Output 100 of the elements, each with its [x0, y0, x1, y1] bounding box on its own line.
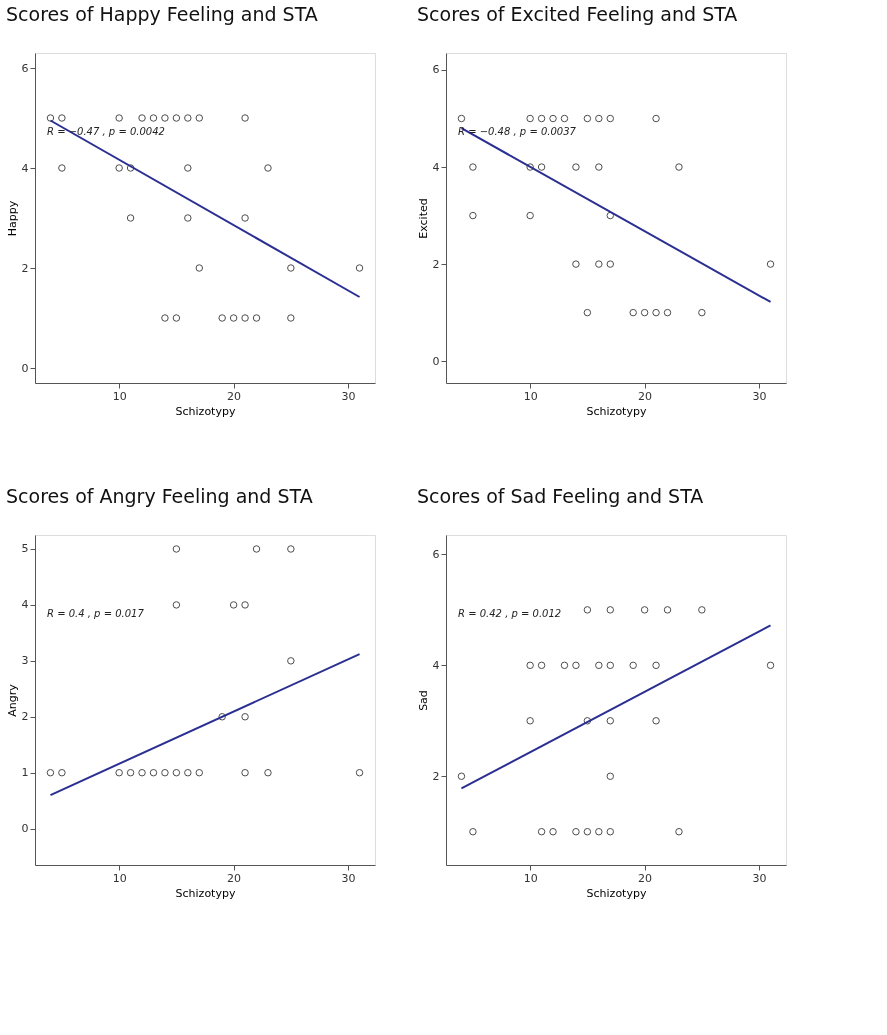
point: [629, 661, 637, 670]
y-axis-title: Excited: [416, 198, 430, 239]
x-tick-label: 20: [227, 389, 242, 403]
point: [161, 314, 169, 322]
point: [241, 114, 249, 122]
x-tick-label: 30: [341, 871, 356, 885]
point: [252, 314, 261, 322]
point: [218, 314, 226, 322]
point: [595, 114, 603, 123]
x-axis-title: Schizotypy: [175, 404, 236, 418]
point: [115, 114, 123, 122]
y-tick-label: 6: [21, 61, 29, 75]
x-tick-label: 20: [638, 871, 653, 885]
point: [457, 772, 466, 780]
point: [629, 308, 637, 317]
point: [172, 545, 181, 553]
point: [675, 163, 683, 171]
point: [355, 768, 364, 777]
y-tick-label: 6: [432, 547, 440, 561]
point: [606, 606, 615, 614]
point: [115, 164, 123, 172]
point: [58, 164, 66, 172]
point: [537, 827, 546, 836]
point: [264, 768, 272, 777]
point: [698, 606, 706, 614]
x-tick-label: 30: [752, 389, 767, 403]
point: [355, 264, 364, 272]
y-axis-title: Angry: [5, 683, 19, 717]
point: [583, 717, 592, 725]
y-tick-label: 2: [432, 257, 440, 271]
y-tick-label: 6: [432, 63, 440, 77]
point: [241, 214, 249, 222]
point: [161, 768, 169, 777]
y-tick-label: 2: [432, 769, 440, 783]
point: [640, 606, 649, 614]
point: [606, 211, 615, 220]
y-tick-label: 0: [21, 822, 29, 836]
y-tick-label: 4: [432, 160, 440, 174]
point: [572, 260, 580, 268]
point: [595, 163, 603, 171]
y-tick-label: 2: [21, 261, 29, 275]
y-tick-label: 4: [21, 161, 29, 175]
point: [526, 211, 534, 220]
point: [46, 114, 55, 122]
point: [287, 657, 295, 665]
point: [172, 601, 181, 609]
point: [58, 768, 66, 777]
point: [241, 768, 249, 777]
chart-title: Scores of Angry Feeling and STA: [6, 485, 313, 507]
point: [241, 713, 249, 721]
point: [469, 827, 477, 836]
x-tick-label: 10: [112, 389, 127, 403]
point: [572, 661, 580, 670]
y-tick-label: 4: [21, 598, 29, 612]
point: [652, 114, 660, 123]
point: [526, 717, 534, 725]
point: [663, 308, 672, 317]
point: [241, 314, 249, 322]
point: [184, 214, 192, 222]
point: [606, 827, 615, 836]
point: [537, 661, 546, 670]
point: [241, 601, 249, 609]
point: [46, 768, 55, 777]
point: [560, 114, 569, 123]
point: [195, 114, 204, 122]
point: [195, 768, 204, 777]
x-tick-label: 30: [752, 871, 767, 885]
point: [172, 768, 181, 777]
x-tick-label: 30: [341, 389, 356, 403]
point: [606, 114, 615, 123]
y-tick-label: 3: [21, 654, 29, 668]
point: [606, 772, 615, 780]
point: [184, 768, 192, 777]
point: [766, 661, 775, 670]
chart-title: Scores of Sad Feeling and STA: [417, 485, 704, 507]
x-axis-title: Schizotypy: [586, 886, 647, 900]
point: [549, 114, 557, 123]
point: [469, 211, 477, 220]
point: [606, 260, 615, 268]
x-axis-title: Schizotypy: [175, 886, 236, 900]
point: [161, 114, 169, 122]
point: [138, 768, 146, 777]
point: [549, 827, 557, 836]
annotation: R = 0.4 , p = 0.017: [47, 608, 145, 620]
annotation: R = −0.48 , p = 0.0037: [458, 126, 577, 138]
point: [229, 314, 238, 322]
point: [126, 768, 135, 777]
point: [252, 545, 261, 553]
chart-title: Scores of Happy Feeling and STA: [6, 3, 318, 25]
point: [583, 606, 592, 614]
point: [172, 114, 181, 122]
point: [229, 601, 238, 609]
annotation: R = 0.42 , p = 0.012: [458, 608, 562, 620]
point: [675, 827, 683, 836]
point: [560, 661, 569, 670]
point: [537, 114, 546, 123]
point: [526, 114, 534, 123]
point: [287, 545, 295, 553]
point: [469, 163, 477, 171]
point: [583, 114, 592, 123]
